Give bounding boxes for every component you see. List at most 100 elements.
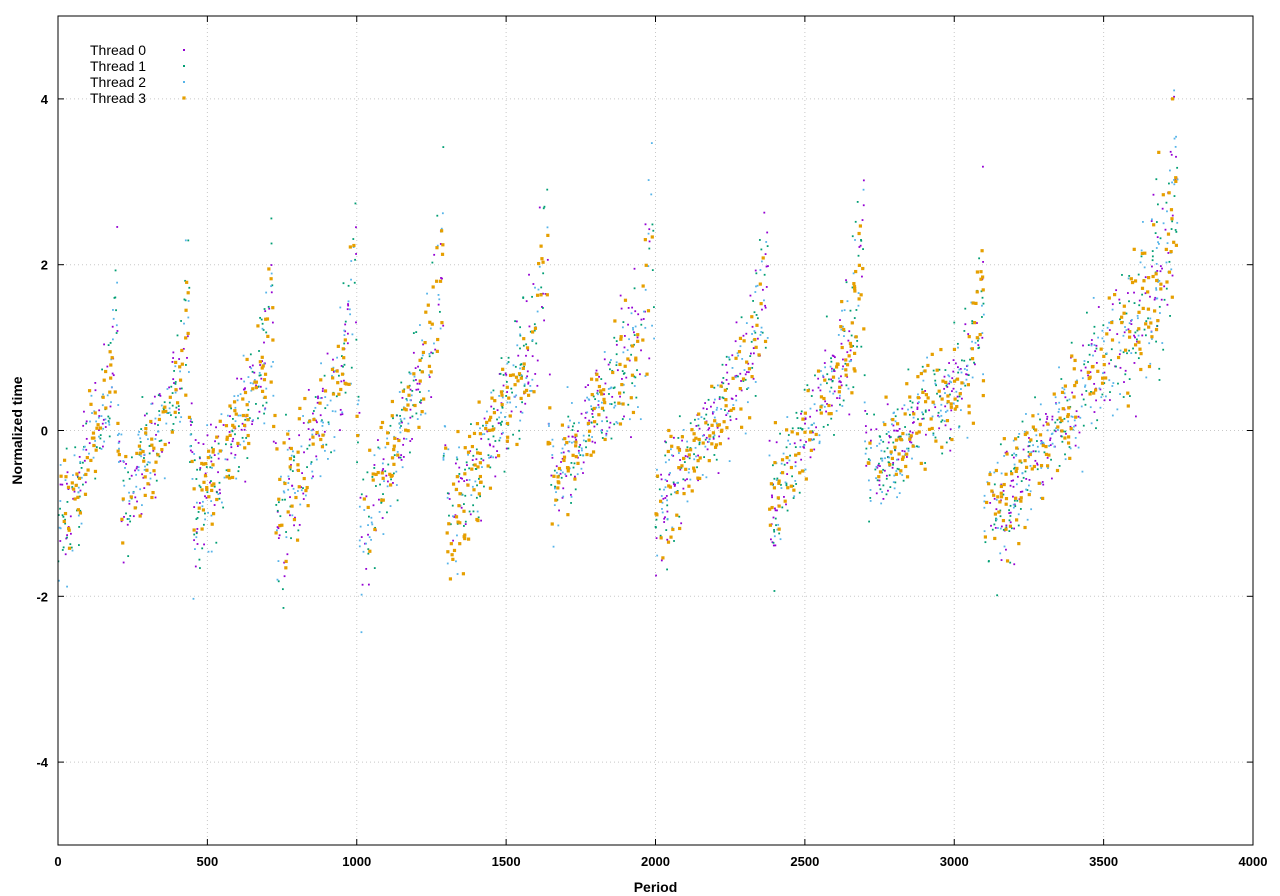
data-point (786, 473, 789, 475)
data-point (435, 279, 439, 283)
data-point (141, 449, 145, 454)
data-point (1139, 367, 1143, 372)
data-point (542, 272, 545, 275)
data-point (574, 488, 577, 491)
data-point (603, 401, 607, 405)
data-point (594, 398, 597, 401)
data-point (1060, 429, 1064, 433)
data-point (1140, 249, 1143, 252)
data-point (145, 468, 149, 472)
data-point (298, 406, 302, 411)
data-point (265, 387, 268, 390)
data-point (664, 478, 667, 481)
data-point (138, 514, 142, 518)
data-point (574, 475, 576, 478)
data-point (341, 347, 345, 351)
data-point (225, 469, 228, 472)
data-point (519, 334, 522, 337)
data-point (1046, 415, 1049, 418)
data-point (228, 474, 231, 477)
data-point (971, 421, 975, 425)
data-point (62, 546, 65, 549)
data-point (896, 429, 899, 432)
data-point (108, 350, 112, 354)
data-point (686, 446, 689, 449)
data-point (666, 504, 669, 507)
data-point (420, 410, 424, 414)
data-point (220, 413, 223, 416)
data-point (760, 260, 763, 263)
data-point (1054, 430, 1057, 433)
data-point (908, 437, 912, 441)
data-point (78, 544, 80, 546)
data-point (1166, 242, 1169, 245)
data-point (730, 397, 733, 400)
data-point (180, 320, 182, 322)
data-point (440, 229, 444, 233)
data-point (487, 438, 490, 441)
data-point (527, 382, 530, 385)
data-point (783, 495, 785, 498)
data-point (382, 468, 385, 470)
data-point (1144, 276, 1147, 279)
data-point (469, 513, 472, 516)
data-point (94, 382, 97, 384)
data-point (842, 365, 844, 368)
data-point (270, 291, 273, 294)
x-tick-label: 4000 (1239, 854, 1268, 869)
data-point (522, 337, 526, 341)
data-point (443, 452, 445, 455)
data-point (765, 241, 768, 243)
data-point (249, 382, 252, 384)
data-point (840, 345, 844, 350)
data-point (379, 425, 383, 430)
data-point (129, 495, 133, 499)
data-point (200, 461, 204, 466)
data-point (854, 220, 857, 223)
data-point (1130, 323, 1133, 325)
data-point (803, 430, 807, 434)
data-point (744, 373, 747, 376)
data-point (949, 437, 951, 439)
data-point (835, 409, 838, 412)
data-point (718, 435, 721, 438)
data-point (791, 427, 794, 430)
data-point (442, 456, 445, 459)
data-point (876, 445, 878, 447)
x-tick-label: 2000 (641, 854, 670, 869)
data-point (864, 440, 866, 443)
data-point (471, 459, 474, 461)
data-point (463, 533, 467, 537)
data-point (724, 398, 728, 402)
data-point (696, 459, 700, 463)
data-point (893, 411, 896, 414)
data-point (1154, 327, 1159, 332)
data-point (524, 388, 529, 393)
data-point (272, 394, 275, 397)
data-point (1099, 347, 1103, 351)
data-point (661, 556, 665, 560)
data-point (1046, 418, 1048, 420)
data-point (833, 368, 835, 371)
data-point (499, 372, 502, 375)
data-point (461, 477, 464, 480)
data-point (673, 540, 675, 542)
data-point (421, 339, 424, 342)
data-point (128, 518, 131, 520)
data-point (1004, 527, 1008, 531)
data-point (302, 422, 305, 424)
data-point (411, 415, 414, 418)
data-point (262, 404, 264, 407)
data-point (1171, 220, 1174, 223)
data-point (210, 488, 214, 493)
data-point (251, 387, 255, 391)
data-point (93, 410, 96, 413)
data-point (59, 540, 62, 542)
data-point (179, 420, 181, 423)
data-point (348, 308, 351, 311)
data-point (884, 395, 888, 399)
data-point (1155, 221, 1158, 223)
data-point (198, 502, 201, 504)
data-point (988, 560, 990, 562)
data-point (335, 369, 339, 373)
